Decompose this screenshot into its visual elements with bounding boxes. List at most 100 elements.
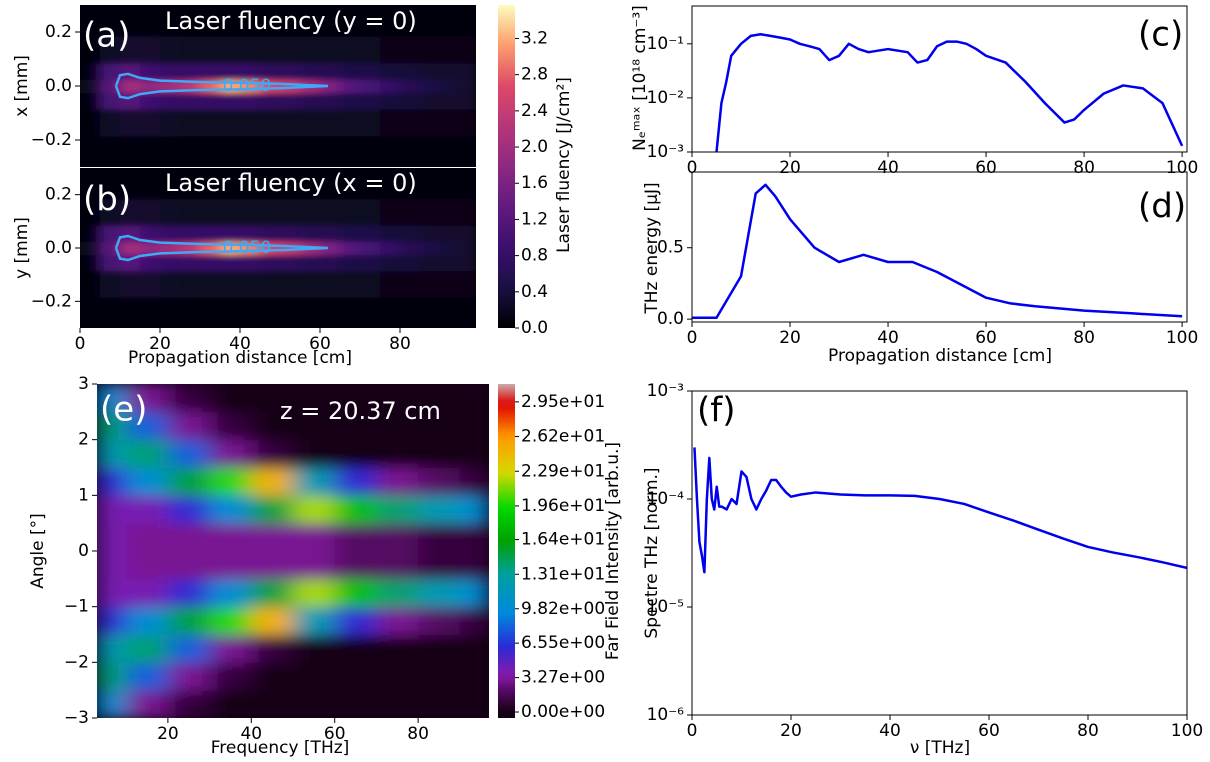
heatmap-cell [440, 241, 461, 256]
heatmap-cell [293, 523, 336, 552]
heatmap-cells [80, 168, 476, 328]
panel-label: (c) [1138, 15, 1183, 55]
heatmap-cell [459, 523, 489, 552]
heatmap-cell [360, 63, 381, 80]
heatmap-cell [360, 36, 381, 64]
heatmap-cell [80, 225, 101, 242]
panel [693, 447, 1187, 574]
x-tick-label: 20 [149, 334, 171, 354]
heatmap-cell [320, 92, 341, 110]
heatmap-cell [180, 254, 201, 272]
panel-title: Laser fluency (x = 0) [165, 169, 417, 197]
heatmap-cell [400, 108, 421, 137]
heatmap-cell [300, 297, 321, 328]
heatmap-cell [293, 634, 336, 663]
heatmap-cell [300, 135, 321, 167]
x-axis-label: Propagation distance [cm] [128, 348, 352, 368]
heatmap-cell [440, 198, 461, 226]
x-tick-label: 20 [779, 158, 801, 178]
heatmap-cell [220, 270, 241, 298]
panel-label: (a) [83, 16, 130, 56]
heatmap-cell [360, 198, 381, 226]
heatmap-cell [380, 79, 401, 94]
heatmap-cell [460, 108, 476, 137]
heatmap-cell [260, 168, 281, 200]
heatmap-cell [380, 198, 401, 226]
heatmap-cell [400, 5, 421, 37]
y-tick-label: −0.2 [31, 130, 72, 150]
heatmap-cell [460, 270, 476, 298]
panel [692, 183, 1183, 319]
heatmap-cell [97, 384, 127, 413]
heatmap-cell [340, 241, 361, 256]
heatmap-cell [140, 5, 161, 37]
heatmap-cell [126, 411, 169, 441]
heatmap-cell [280, 254, 301, 272]
y-tick-label: 0 [78, 541, 89, 561]
heatmap-cell [260, 108, 281, 137]
heatmap-cell [380, 63, 401, 80]
heatmap-cell [120, 79, 141, 94]
heatmap-cell [120, 5, 141, 37]
panel [80, 5, 476, 167]
heatmap-cell [160, 270, 181, 298]
x-tick-label: 60 [324, 724, 346, 744]
heatmap-cell [260, 92, 281, 110]
heatmap-cell [100, 297, 121, 328]
heatmap-cell [420, 168, 441, 200]
heatmap-cell [97, 551, 127, 580]
heatmap-cell [300, 270, 321, 298]
heatmap-cell [126, 690, 169, 718]
heatmap-cell [418, 439, 461, 468]
heatmap-cell [380, 254, 401, 272]
heatmap-cell [460, 254, 476, 272]
heatmap-cell [400, 297, 421, 328]
heatmap-cell [340, 79, 361, 94]
heatmap-cell [209, 439, 252, 468]
heatmap-cell [140, 63, 161, 80]
heatmap-cell [459, 578, 489, 608]
heatmap-cell [418, 551, 461, 580]
colorbar-tick-label: 3.27e+00 [521, 668, 605, 688]
heatmap-cell [300, 168, 321, 200]
x-tick-label: 20 [780, 721, 802, 741]
heatmap-cell [160, 198, 181, 226]
x-tick-label: 40 [229, 334, 251, 354]
y-tick-label: 3 [78, 374, 89, 394]
heatmap-cell [200, 36, 221, 64]
heatmap-cell [400, 168, 421, 200]
colorbar-tick-label: 1.31e+01 [521, 564, 605, 584]
heatmap-cell [140, 79, 161, 94]
heatmap-cell [460, 92, 476, 110]
heatmap-cell [180, 168, 201, 200]
heatmap-cell [320, 254, 341, 272]
heatmap-cell [459, 439, 489, 468]
heatmap-cell [320, 270, 341, 298]
heatmap-cell [126, 495, 169, 524]
heatmap-cell [80, 5, 101, 37]
heatmap-cell [260, 270, 281, 298]
heatmap-cell [376, 495, 419, 524]
heatmap-cell [280, 108, 301, 137]
heatmap-cell [380, 5, 401, 37]
heatmap-cell [418, 384, 461, 413]
x-tick-label: 100 [1166, 328, 1198, 348]
heatmap-cell [400, 135, 421, 167]
heatmap-cell [220, 198, 241, 226]
heatmap-cell [320, 36, 341, 64]
heatmap-cell [80, 135, 101, 167]
heatmap-cell [360, 241, 381, 256]
colorbar-label: Far Field Intensity [arb.u.] [603, 442, 623, 660]
heatmap-cell [360, 135, 381, 167]
heatmap-cell [320, 198, 341, 226]
heatmap-cell [240, 168, 261, 200]
heatmap-cell [97, 662, 127, 691]
heatmap-cell [376, 411, 419, 441]
heatmap-cell [280, 5, 301, 37]
heatmap-cell [280, 135, 301, 167]
heatmap-cell [260, 297, 281, 328]
colorbar-tick-label: 6.55e+00 [521, 633, 605, 653]
heatmap-cell [260, 135, 281, 167]
colorbar-tick-label: 2.0 [521, 137, 548, 157]
